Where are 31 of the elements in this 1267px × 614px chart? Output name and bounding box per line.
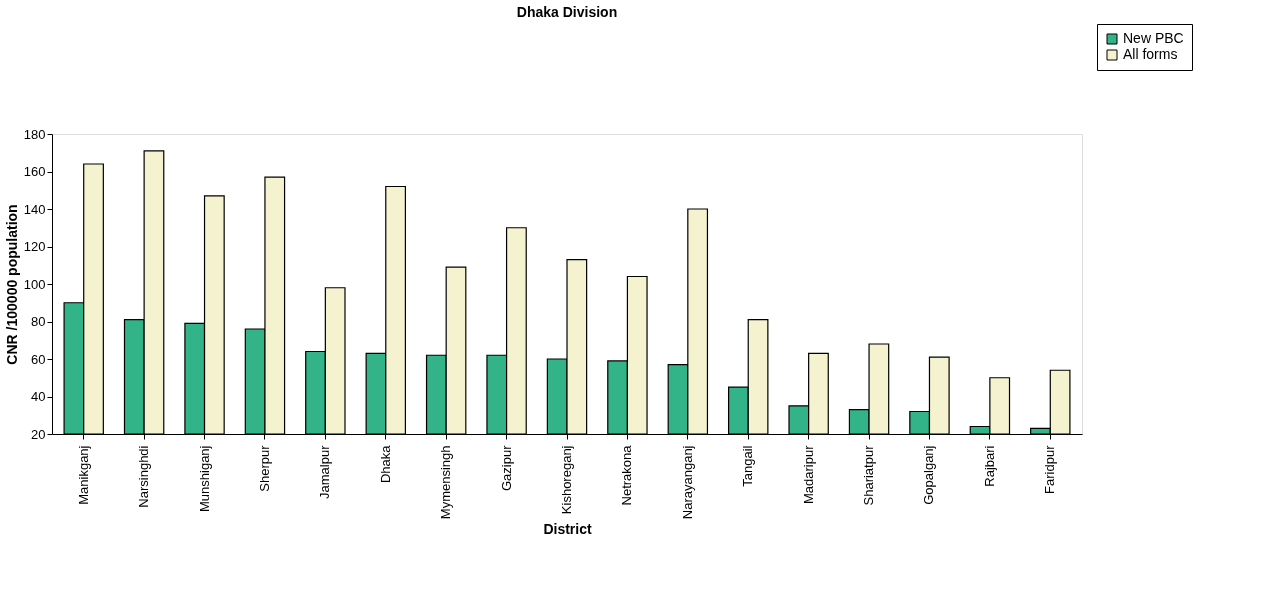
x-tick-label: Shariatpur: [861, 444, 877, 506]
legend-label: All forms: [1123, 46, 1178, 62]
x-tick-label: Gazipur: [498, 444, 514, 492]
y-axis-title: CNR /100000 population: [3, 204, 20, 365]
y-tick-label: 140: [23, 201, 46, 217]
legend-label: New PBC: [1123, 30, 1184, 46]
x-tick-label: Mymensingh: [438, 445, 454, 520]
x-tick-label: Kishoreganj: [559, 445, 574, 515]
y-tick-label: 40: [31, 389, 46, 404]
x-axis-title: District: [543, 521, 592, 538]
x-tick-label: Dhaka: [377, 444, 393, 484]
x-tick-label: Gopalganj: [921, 445, 937, 505]
y-tick-label: 60: [31, 351, 46, 367]
y-tick-label: 80: [31, 314, 46, 329]
x-tick-label: Sherpur: [256, 444, 272, 492]
y-tick-label: 100: [23, 276, 46, 292]
x-tick-label: Faridpur: [1042, 444, 1058, 494]
y-tick-label: 160: [23, 164, 46, 179]
x-tick-label: Manikganj: [75, 445, 91, 505]
x-tick-label: Netrakona: [619, 444, 635, 506]
x-tick-label: Rajbari: [981, 445, 997, 487]
x-tick-label: Tangail: [740, 445, 756, 487]
y-tick-label: 120: [23, 239, 46, 254]
x-tick-label: Jamalpur: [317, 444, 333, 499]
chart-title: Dhaka Division: [516, 3, 618, 20]
x-tick-label: Munshiganj: [196, 445, 212, 512]
x-tick-label: Narsinghdi: [136, 445, 152, 508]
x-tick-label: Narayanganj: [679, 445, 695, 520]
y-tick-label: 180: [23, 126, 46, 142]
y-tick-label: 20: [31, 426, 46, 442]
x-tick-label: Madaripur: [800, 444, 816, 505]
